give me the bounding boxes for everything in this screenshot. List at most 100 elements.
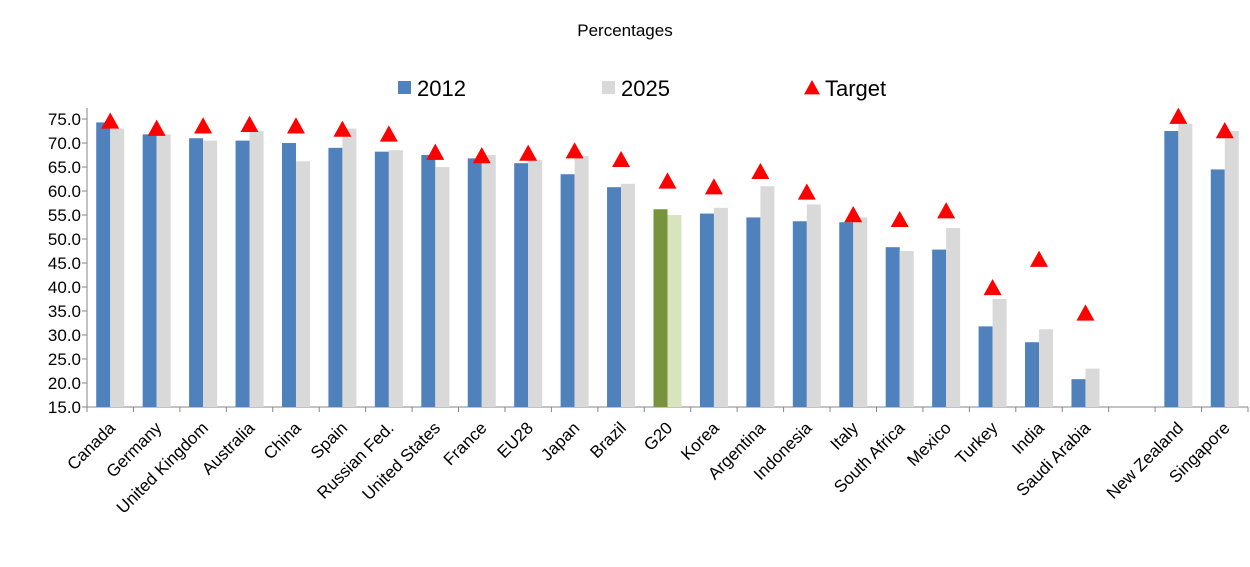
bar [806, 204, 821, 407]
target-marker [194, 117, 213, 134]
bar [142, 134, 157, 407]
legend-label: 2012 [417, 76, 466, 101]
target-marker [890, 210, 909, 228]
bar [653, 209, 668, 407]
y-tick-label: 60.0 [48, 182, 81, 201]
target-marker [147, 119, 166, 136]
bar [435, 167, 450, 407]
bar [295, 161, 310, 407]
bar [203, 140, 218, 408]
bar [1025, 342, 1040, 407]
x-tick-label: Mexico [903, 418, 955, 470]
bar [328, 147, 343, 408]
target-marker [1076, 304, 1095, 321]
bar [467, 158, 482, 407]
x-tick-label: Italy [827, 418, 863, 454]
target-marker [240, 115, 259, 132]
bar [899, 251, 914, 407]
bar [235, 140, 250, 408]
bar [1210, 169, 1225, 407]
target-marker [519, 144, 538, 161]
bar [96, 122, 111, 407]
bar [699, 213, 714, 407]
legend: 2012 2025 Target [398, 76, 886, 101]
bar [1039, 329, 1054, 407]
legend-swatch [602, 81, 615, 94]
target-marker [426, 143, 445, 160]
x-tick-label: France [440, 418, 491, 469]
target-marker [704, 178, 723, 195]
bar [667, 215, 682, 407]
target-marker [937, 202, 956, 219]
x-tick-label: Brazil [586, 418, 629, 461]
y-tick-label: 50.0 [48, 230, 81, 249]
target-marker [612, 150, 631, 168]
y-tick-label: 45.0 [48, 254, 81, 273]
target-marker [1215, 122, 1234, 139]
bar [528, 159, 543, 407]
bar [481, 155, 496, 407]
bar [992, 299, 1007, 407]
target-marker [472, 146, 491, 164]
bar [621, 183, 636, 407]
y-tick-label: 55.0 [48, 206, 81, 225]
x-tick-label: Australia [198, 418, 259, 479]
y-tick-label: 20.0 [48, 374, 81, 393]
legend-swatch [398, 81, 411, 94]
bar [1224, 131, 1239, 407]
bar [1164, 131, 1179, 407]
target-marker [658, 172, 677, 189]
x-tick-label: India [1008, 418, 1048, 458]
y-tick-label: 65.0 [48, 158, 81, 177]
bar [560, 174, 575, 407]
target-marker [1169, 107, 1188, 124]
target-marker [797, 183, 816, 200]
bar [853, 217, 868, 407]
y-tick-label: 75.0 [48, 110, 81, 129]
target-marker [751, 162, 770, 180]
bar [932, 249, 947, 407]
x-tick-label: EU28 [493, 418, 537, 462]
target-marker [844, 206, 863, 223]
target-marker [565, 142, 584, 159]
target-marker [333, 120, 352, 137]
bar [189, 138, 204, 407]
bar [281, 143, 296, 407]
bar [374, 151, 389, 407]
legend-label: 2025 [621, 76, 670, 101]
target-marker [1030, 250, 1049, 267]
bar [839, 222, 854, 407]
bar [792, 221, 807, 407]
bar [760, 186, 775, 407]
y-tick-label: 30.0 [48, 326, 81, 345]
x-tick-label: China [260, 418, 305, 463]
y-tick-label: 35.0 [48, 302, 81, 321]
bar [1071, 379, 1086, 407]
target-marker [286, 117, 305, 134]
bar [1178, 123, 1193, 407]
bar [514, 163, 529, 407]
y-tick-label: 40.0 [48, 278, 81, 297]
x-tick-label: Spain [307, 418, 351, 462]
bar [574, 155, 589, 407]
y-tick-label: 70.0 [48, 134, 81, 153]
y-tick-label: 15.0 [48, 398, 81, 417]
bar [388, 150, 403, 407]
target-marker [983, 278, 1002, 296]
target-marker [379, 125, 398, 142]
bar [885, 247, 900, 407]
x-tick-label: Japan [537, 418, 583, 464]
x-tick-label: G20 [640, 418, 676, 454]
y-tick-label: 25.0 [48, 350, 81, 369]
bar [746, 217, 761, 407]
bar [156, 134, 171, 407]
bar [946, 227, 961, 407]
bar [110, 128, 125, 407]
x-tick-label: Turkey [952, 418, 1002, 468]
target-marker [101, 112, 120, 129]
bar [1085, 368, 1100, 407]
bar [713, 207, 728, 407]
chart-title: Percentages [577, 21, 672, 40]
legend-label: Target [825, 76, 886, 101]
